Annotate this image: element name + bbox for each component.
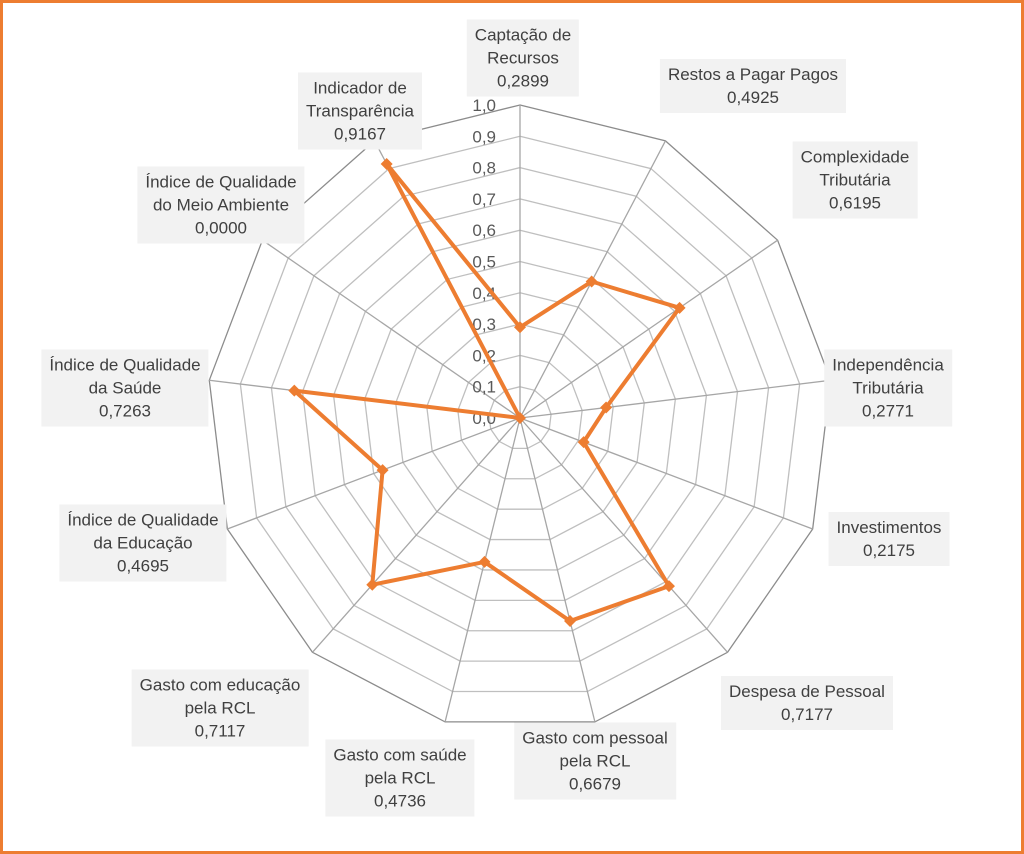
category-name-line: Indicador de xyxy=(313,78,407,98)
category-name-line: da Educação xyxy=(93,533,193,553)
category-label: Restos a Pagar Pagos 0,4925 xyxy=(659,59,847,113)
category-label: Gasto com educação pela RCL 0,7117 xyxy=(131,669,309,747)
category-name-line: Tributária xyxy=(852,378,924,398)
grid-ring xyxy=(426,323,614,510)
axis-spoke xyxy=(519,417,729,653)
data-point-marker xyxy=(662,580,675,593)
category-value: 0,7263 xyxy=(98,401,151,421)
category-name-line: pela RCL xyxy=(559,751,631,771)
data-point-marker xyxy=(288,384,301,397)
category-value: 0,6195 xyxy=(829,193,881,213)
category-name-line: Captação de xyxy=(474,25,572,45)
tick-label: 0,9 xyxy=(472,127,496,146)
axis-spoke xyxy=(262,239,521,419)
grid-ring xyxy=(457,354,583,480)
category-value: 0,2771 xyxy=(861,401,914,421)
category-value: 0,2175 xyxy=(862,541,915,560)
category-name-line: Independência xyxy=(832,355,944,375)
tick-label: 0,5 xyxy=(472,253,496,272)
grid-ring xyxy=(301,198,739,632)
category-name-line: Gasto com saúde xyxy=(333,745,467,765)
category-value: 0,9167 xyxy=(333,124,386,144)
category-name-line: Transparência xyxy=(305,101,415,121)
tick-label: 0,6 xyxy=(472,221,496,240)
data-point-marker xyxy=(380,157,393,170)
category-name-line: Despesa de Pessoal xyxy=(729,682,885,701)
category-value: 0,4695 xyxy=(116,556,169,576)
category-name-line: Restos a Pagar Pagos xyxy=(667,65,839,84)
data-point-marker xyxy=(478,555,491,568)
axis-spoke xyxy=(311,417,521,653)
axis-spoke xyxy=(519,379,831,419)
data-point-marker xyxy=(366,578,379,591)
category-name-line: Índice de Qualidade xyxy=(49,355,201,375)
category-value: 0,7177 xyxy=(781,705,833,724)
category-name-line: Complexidade xyxy=(800,147,910,167)
data-point-marker xyxy=(514,412,526,424)
category-value: 0,0000 xyxy=(194,218,247,238)
data-point-marker xyxy=(514,321,526,334)
data-point-marker xyxy=(600,401,613,414)
tick-label: 0,3 xyxy=(472,315,496,334)
category-name-line: Índice de Qualidade xyxy=(145,172,297,192)
grid-ring xyxy=(208,104,832,723)
category-label: Indicador de Transparência 0,9167 xyxy=(297,72,423,150)
grid-ring xyxy=(488,386,552,450)
category-label: Captação de Recursos 0,2899 xyxy=(466,19,580,97)
data-point-marker xyxy=(564,614,577,627)
data-point-marker xyxy=(376,464,389,477)
category-value: 0,2899 xyxy=(497,71,549,91)
category-name-line: Índice de Qualidade xyxy=(67,510,219,530)
category-name-line: pela RCL xyxy=(364,768,436,788)
category-label: Independência Tributária 0,2771 xyxy=(824,349,952,427)
axis-spoke xyxy=(444,417,521,723)
axis-spoke xyxy=(519,417,813,530)
data-point-marker xyxy=(585,275,598,288)
category-value: 0,6679 xyxy=(568,774,621,794)
tick-label: 1,0 xyxy=(472,96,496,115)
category-value: 0,4736 xyxy=(374,791,426,811)
tick-label: 0,7 xyxy=(472,190,496,209)
data-point-marker xyxy=(577,436,590,449)
axis-spoke xyxy=(519,417,596,723)
category-value: 0,4925 xyxy=(726,88,779,107)
category-name-line: pela RCL xyxy=(184,698,256,718)
category-label: Índice de Qualidade da Educação 0,4695 xyxy=(59,504,227,582)
category-value: 0,7117 xyxy=(194,721,246,741)
grid-ring xyxy=(270,166,770,662)
grid-ring xyxy=(332,229,708,601)
category-name-line: Gasto com educação xyxy=(139,675,301,695)
tick-label: 0,1 xyxy=(472,378,496,397)
category-label: Despesa de Pessoal 0,7177 xyxy=(721,676,893,730)
grid-ring xyxy=(239,135,801,693)
category-name-line: Investimentos xyxy=(836,518,942,537)
axis-spoke xyxy=(227,417,521,530)
category-label: Gasto com pessoal pela RCL 0,6679 xyxy=(514,722,676,800)
category-name-line: Gasto com pessoal xyxy=(522,728,668,748)
tick-label: 0,8 xyxy=(472,159,496,178)
radar-chart: 0,00,10,20,30,40,50,60,70,80,91,0 xyxy=(208,96,832,723)
category-label: Investimentos 0,2175 xyxy=(828,512,950,566)
category-label: Gasto com saúde pela RCL 0,4736 xyxy=(325,739,475,817)
category-name-line: Recursos xyxy=(487,48,559,68)
category-name-line: Tributária xyxy=(819,170,891,190)
category-label: Índice de Qualidade do Meio Ambiente 0,000… xyxy=(137,166,305,244)
category-label: Complexidade Tributária 0,6195 xyxy=(792,141,918,219)
category-name-line: do Meio Ambiente xyxy=(152,195,290,215)
axis-spoke xyxy=(519,239,778,419)
grid-ring xyxy=(395,292,645,541)
data-point-marker xyxy=(673,301,686,314)
series-line xyxy=(292,161,682,623)
category-label: Índice de Qualidade da Saúde 0,7263 xyxy=(41,349,209,427)
category-name-line: da Saúde xyxy=(88,378,162,398)
